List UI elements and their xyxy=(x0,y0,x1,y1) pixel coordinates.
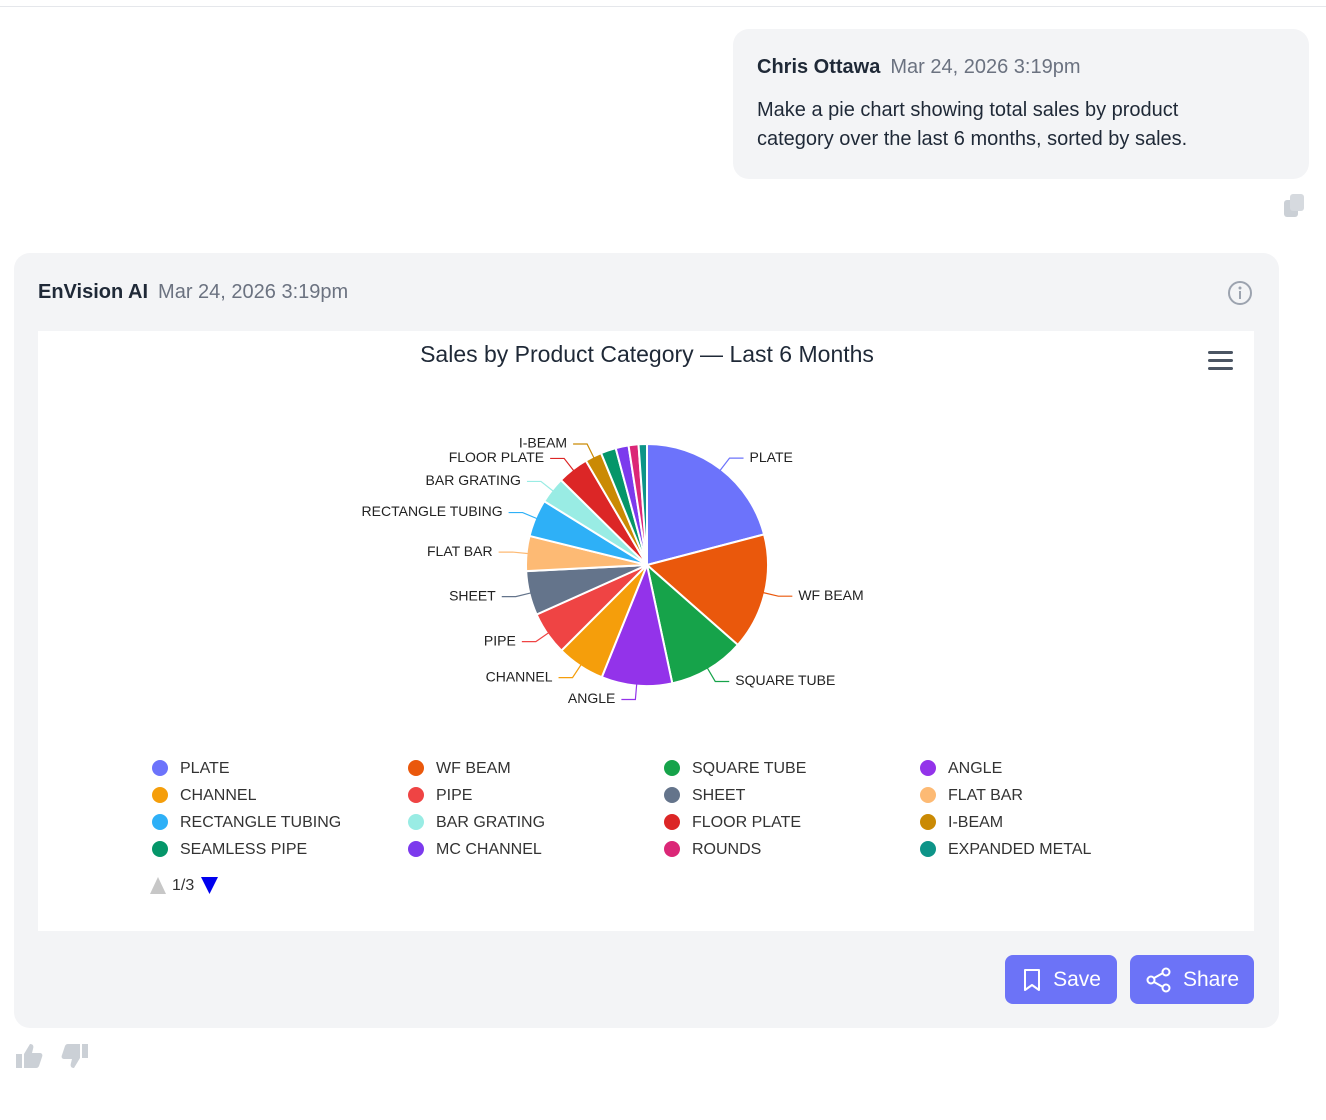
legend-marker xyxy=(408,760,424,776)
leader-line xyxy=(762,591,793,597)
legend-marker xyxy=(920,841,936,857)
pie-slice xyxy=(637,442,648,566)
legend-label: I-BEAM xyxy=(948,814,1003,831)
slice-label: BAR GRATING xyxy=(426,472,521,488)
chart-menu[interactable] xyxy=(1208,351,1233,370)
legend-marker xyxy=(664,814,680,830)
slice-label: ANGLE xyxy=(568,690,615,706)
bookmark-icon xyxy=(1024,968,1041,991)
leader-line xyxy=(501,592,532,598)
ai-time: Mar 24, 2026 3:19pm xyxy=(158,281,349,303)
leader-line xyxy=(508,511,538,520)
legend-marker xyxy=(920,787,936,803)
slice-label: PLATE xyxy=(750,449,793,465)
leader-line xyxy=(573,443,595,459)
legend-marker xyxy=(152,787,168,803)
thumbs-down[interactable] xyxy=(61,1044,88,1068)
legend-marker xyxy=(664,787,680,803)
legend-label: PLATE xyxy=(180,760,230,777)
legend-marker xyxy=(664,841,680,857)
leader-line xyxy=(521,632,550,643)
legend-label: MC CHANNEL xyxy=(436,841,542,858)
leader-line xyxy=(719,457,744,472)
top-rule xyxy=(0,6,1326,7)
share-label: Share xyxy=(1182,967,1240,991)
legend-label: SQUARE TUBE xyxy=(692,760,806,777)
save-button[interactable]: Save xyxy=(1005,955,1117,1004)
info-icon[interactable] xyxy=(1227,280,1253,306)
legend-marker xyxy=(408,841,424,857)
legend-prev[interactable] xyxy=(150,877,166,894)
legend-label: EXPANDED METAL xyxy=(948,841,1092,858)
user-time: Mar 24, 2026 3:19pm xyxy=(890,56,1081,78)
legend-label: SHEET xyxy=(692,787,746,804)
legend-next[interactable] xyxy=(201,877,218,894)
user-bubble: Chris Ottawa Mar 24, 2026 3:19pm Make a p… xyxy=(733,29,1309,179)
leader-line xyxy=(550,457,575,472)
ai-author: EnVision AI xyxy=(38,281,149,303)
legend-page: 1/3 xyxy=(172,877,194,894)
legend-label: SEAMLESS PIPE xyxy=(180,841,307,858)
slice-label: I-BEAM xyxy=(519,435,567,451)
legend-marker xyxy=(408,787,424,803)
share-icon xyxy=(1146,967,1171,992)
slice-label: FLAT BAR xyxy=(427,543,493,559)
legend-marker xyxy=(920,760,936,776)
ai-header: EnVision AI Mar 24, 2026 3:19pm xyxy=(38,281,348,304)
leader-line xyxy=(621,683,638,701)
legend-marker xyxy=(152,760,168,776)
slice-label: RECTANGLE TUBING xyxy=(362,503,503,519)
slice-label: SHEET xyxy=(449,587,496,603)
legend-label: RECTANGLE TUBING xyxy=(180,814,341,831)
user-header: Chris Ottawa Mar 24, 2026 3:19pm xyxy=(757,56,1080,79)
slice-label: PIPE xyxy=(484,632,516,648)
legend-label: CHANNEL xyxy=(180,787,257,804)
legend-label: ROUNDS xyxy=(692,841,761,858)
slice-label: FLOOR PLATE xyxy=(449,449,544,465)
slice-label: WF BEAM xyxy=(798,587,863,603)
leader-line xyxy=(526,480,554,492)
slice-label: SQUARE TUBE xyxy=(735,672,835,688)
legend-marker xyxy=(152,841,168,857)
copy-icon[interactable] xyxy=(1282,193,1306,219)
legend-marker xyxy=(408,814,424,830)
legend-label: ANGLE xyxy=(948,760,1002,777)
leader-line xyxy=(706,667,730,683)
save-label: Save xyxy=(1053,967,1101,991)
legend-label: BAR GRATING xyxy=(436,814,545,831)
feedback-icons xyxy=(16,1044,88,1068)
legend-marker xyxy=(152,814,168,830)
share-button[interactable]: Share xyxy=(1130,955,1254,1004)
chart-title: Sales by Product Category — Last 6 Month… xyxy=(420,341,874,367)
legend-label: PIPE xyxy=(436,787,472,804)
legend-marker xyxy=(920,814,936,830)
user-text: Make a pie chart showing total sales by … xyxy=(757,99,1188,150)
leader-line xyxy=(558,663,582,679)
legend-marker xyxy=(664,760,680,776)
leader-line xyxy=(498,551,529,555)
slice-label: CHANNEL xyxy=(486,668,553,684)
legend-label: FLAT BAR xyxy=(948,787,1023,804)
thumbs-up[interactable] xyxy=(16,1044,43,1068)
legend-label: FLOOR PLATE xyxy=(692,814,801,831)
user-author: Chris Ottawa xyxy=(757,56,881,78)
legend-label: WF BEAM xyxy=(436,760,511,777)
